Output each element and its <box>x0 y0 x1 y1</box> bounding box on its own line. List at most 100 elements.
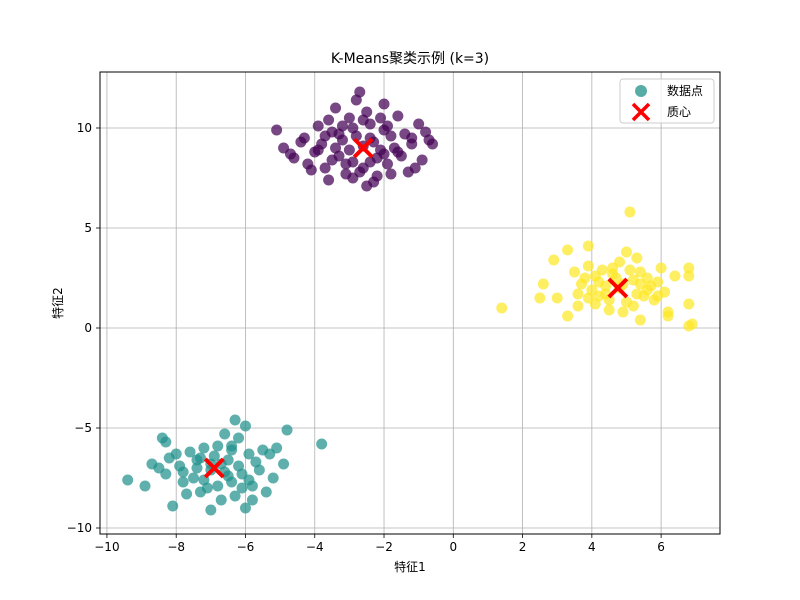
y-tick-label: 0 <box>84 321 92 335</box>
data-point-cluster-1 <box>271 442 283 454</box>
data-point-cluster-1 <box>160 468 172 480</box>
data-point-cluster-2 <box>683 262 695 274</box>
x-tick-label: −2 <box>375 540 393 554</box>
data-point-cluster-0 <box>319 162 331 174</box>
data-point-cluster-0 <box>385 168 397 180</box>
data-point-cluster-0 <box>392 146 404 158</box>
data-point-cluster-1 <box>243 448 255 460</box>
data-point-cluster-0 <box>333 128 345 140</box>
data-point-cluster-2 <box>624 206 636 218</box>
data-point-cluster-2 <box>562 310 574 322</box>
data-point-cluster-1 <box>226 440 238 452</box>
data-point-cluster-2 <box>572 300 584 312</box>
data-point-cluster-2 <box>603 294 615 306</box>
data-point-cluster-1 <box>160 436 172 448</box>
data-point-cluster-1 <box>278 458 290 470</box>
data-point-cluster-1 <box>260 486 272 498</box>
data-point-cluster-0 <box>295 136 307 148</box>
y-tick-label: −5 <box>74 421 92 435</box>
data-point-cluster-1 <box>212 440 224 452</box>
x-tick-label: 4 <box>588 540 596 554</box>
data-point-cluster-1 <box>246 480 258 492</box>
data-point-cluster-1 <box>236 482 248 494</box>
data-point-cluster-2 <box>548 254 560 266</box>
data-point-cluster-0 <box>357 114 369 126</box>
data-point-cluster-1 <box>236 468 248 480</box>
data-point-cluster-0 <box>378 148 390 160</box>
data-point-cluster-0 <box>392 110 404 122</box>
centroid-marker <box>203 457 225 479</box>
data-point-cluster-2 <box>537 278 549 290</box>
data-point-cluster-0 <box>416 154 428 166</box>
data-point-cluster-2 <box>582 240 594 252</box>
grid-lines <box>100 72 720 534</box>
centroid-marker <box>352 137 374 159</box>
data-point-cluster-1 <box>205 504 217 516</box>
data-point-cluster-1 <box>226 476 238 488</box>
data-point-cluster-2 <box>655 262 667 274</box>
data-point-cluster-1 <box>219 428 231 440</box>
data-point-cluster-0 <box>381 158 393 170</box>
data-point-cluster-1 <box>139 480 151 492</box>
data-point-cluster-1 <box>191 462 203 474</box>
legend-marker-centroid <box>631 102 651 122</box>
data-point-cluster-2 <box>551 292 563 304</box>
chart-title: K-Means聚类示例 (k=3) <box>331 51 489 67</box>
data-point-cluster-1 <box>170 448 182 460</box>
y-tick-label: 10 <box>77 121 92 135</box>
data-point-cluster-0 <box>326 154 338 166</box>
data-point-cluster-2 <box>562 244 574 256</box>
data-point-cluster-1 <box>267 472 279 484</box>
data-point-cluster-2 <box>624 264 636 276</box>
x-tick-label: 0 <box>449 540 457 554</box>
x-tick-label: 2 <box>519 540 527 554</box>
data-point-cluster-0 <box>319 130 331 142</box>
data-point-cluster-0 <box>368 176 380 188</box>
data-point-cluster-0 <box>340 158 352 170</box>
data-point-cluster-0 <box>354 86 366 98</box>
data-point-cluster-1 <box>215 494 227 506</box>
data-point-cluster-2 <box>620 246 632 258</box>
data-point-cluster-2 <box>669 270 681 282</box>
y-tick-label: −10 <box>67 521 92 535</box>
data-point-cluster-1 <box>181 488 193 500</box>
data-point-cluster-1 <box>212 480 224 492</box>
plot-area-frame <box>99 71 721 535</box>
data-point-cluster-2 <box>662 306 674 318</box>
data-points <box>122 86 698 516</box>
data-point-cluster-1 <box>229 490 241 502</box>
data-point-cluster-2 <box>572 288 584 300</box>
data-point-cluster-1 <box>188 472 200 484</box>
data-point-cluster-2 <box>627 300 639 312</box>
data-point-cluster-2 <box>534 292 546 304</box>
data-point-cluster-2 <box>569 266 581 278</box>
data-point-cluster-1 <box>122 474 134 486</box>
data-point-cluster-2 <box>582 260 594 272</box>
centroid-marker <box>607 277 629 299</box>
data-point-cluster-0 <box>347 122 359 134</box>
legend-label-centroid: 质心 <box>667 105 691 119</box>
data-point-cluster-1 <box>167 500 179 512</box>
legend-marker-data-points <box>635 85 647 97</box>
data-point-cluster-0 <box>420 126 432 138</box>
data-point-cluster-1 <box>229 414 241 426</box>
data-point-cluster-2 <box>607 268 619 280</box>
data-point-cluster-2 <box>579 272 591 284</box>
data-point-cluster-0 <box>409 162 421 174</box>
data-point-cluster-2 <box>631 252 643 264</box>
x-axis-ticks: −10 −8 −6 −4 −2 0 2 4 6 <box>94 534 665 554</box>
data-point-cluster-2 <box>596 264 608 276</box>
data-point-cluster-2 <box>603 304 615 316</box>
data-point-cluster-2 <box>631 288 643 300</box>
x-tick-label: −6 <box>237 540 255 554</box>
x-tick-label: −10 <box>94 540 119 554</box>
data-point-cluster-0 <box>323 114 335 126</box>
data-point-cluster-1 <box>146 458 158 470</box>
legend-label-data-points: 数据点 <box>667 83 703 98</box>
data-point-cluster-2 <box>683 270 695 282</box>
data-point-cluster-0 <box>312 120 324 132</box>
data-point-cluster-2 <box>589 298 601 310</box>
data-point-cluster-2 <box>652 290 664 302</box>
centroids <box>203 137 629 479</box>
